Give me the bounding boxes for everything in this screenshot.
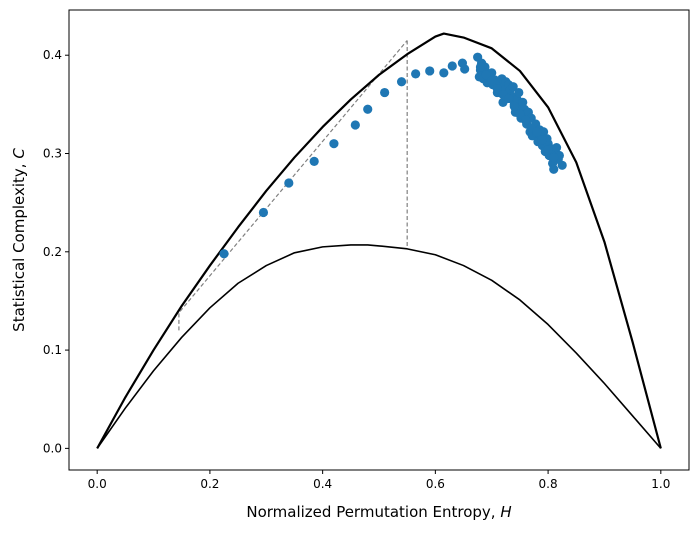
y-tick-label: 0.1 xyxy=(43,343,62,357)
data-point xyxy=(518,97,528,107)
data-point xyxy=(411,69,421,79)
data-point xyxy=(492,84,502,94)
plot-frame xyxy=(68,9,690,471)
data-point xyxy=(551,143,562,153)
data-point xyxy=(504,93,514,104)
data-point xyxy=(363,104,373,114)
data-point xyxy=(557,160,567,170)
x-tick-label: 1.0 xyxy=(651,477,670,491)
y-tick-label: 0.4 xyxy=(43,48,62,62)
x-tick-label: 0.0 xyxy=(88,477,107,491)
data-point xyxy=(549,164,559,174)
data-point xyxy=(508,82,518,92)
data-point xyxy=(481,70,491,80)
data-point xyxy=(396,77,407,87)
data-point xyxy=(439,68,449,78)
data-point xyxy=(515,109,525,119)
data-point xyxy=(460,64,470,74)
x-tick-label: 0.8 xyxy=(539,477,558,491)
x-axis-ticks: 0.0 0.2 0.4 0.6 0.8 1.0 xyxy=(88,470,670,491)
data-point xyxy=(520,115,531,125)
data-point xyxy=(487,76,497,86)
x-axis-label: Normalized Permutation Entropy, H xyxy=(246,503,511,521)
data-point xyxy=(284,178,294,188)
data-point xyxy=(258,207,269,218)
data-point xyxy=(475,62,486,72)
plot-area xyxy=(96,32,662,449)
y-tick-label: 0.0 xyxy=(43,441,62,455)
data-point xyxy=(380,87,390,98)
y-axis-label: Statistical Complexity, C xyxy=(10,148,28,332)
upper-bound-curve xyxy=(96,32,662,449)
y-tick-label: 0.3 xyxy=(43,147,62,161)
data-point xyxy=(538,127,549,137)
data-point xyxy=(532,127,542,137)
data-point xyxy=(350,120,360,130)
y-axis-ticks: 0.0 0.1 0.2 0.3 0.4 xyxy=(43,48,69,455)
y-tick-label: 0.2 xyxy=(43,245,62,259)
data-point xyxy=(329,139,339,149)
data-point xyxy=(219,249,229,259)
x-tick-label: 0.4 xyxy=(313,477,332,491)
data-point xyxy=(509,101,519,111)
data-point xyxy=(425,66,435,76)
data-point xyxy=(309,156,319,166)
x-tick-label: 0.6 xyxy=(426,477,445,491)
data-point xyxy=(537,135,548,145)
data-point xyxy=(549,152,559,163)
x-tick-label: 0.2 xyxy=(200,477,219,491)
data-point xyxy=(543,144,553,155)
lower-bound-curve xyxy=(96,244,662,449)
guide-line-0 xyxy=(178,40,408,331)
data-point xyxy=(447,61,457,71)
data-point xyxy=(514,87,524,98)
